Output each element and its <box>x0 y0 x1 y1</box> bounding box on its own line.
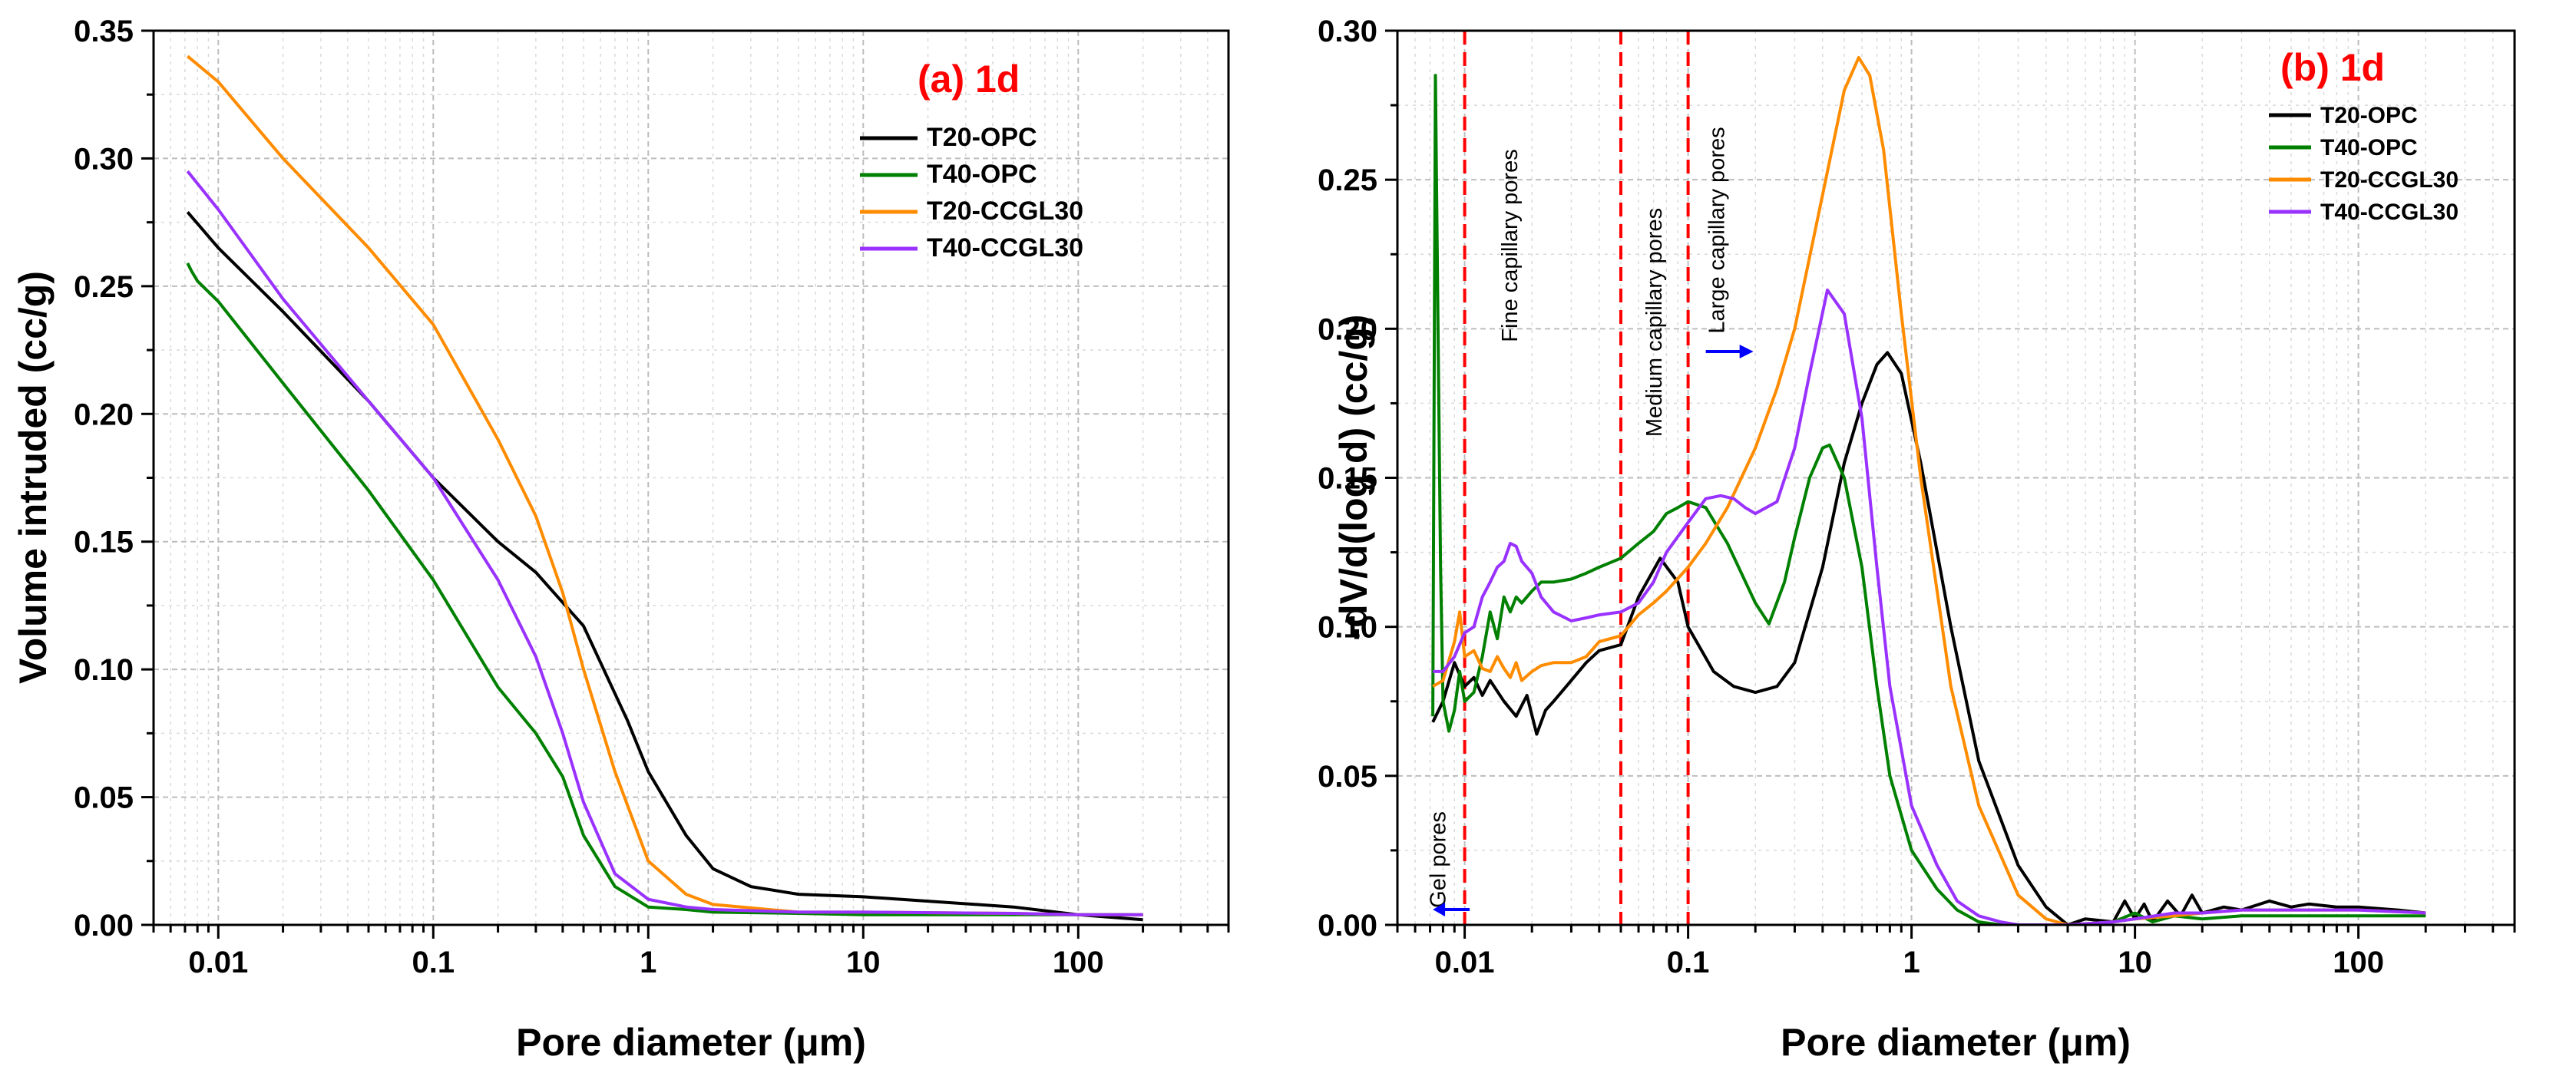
chart-panel-b: 0.00 0.05 0.10 0.15 0.20 0.25 0.30 0.01 0.1 1 10 10… <box>1318 15 2516 1064</box>
region-label: Gel pores <box>1427 811 1451 908</box>
legend-b: T20-OPC T40-OPC T20-CCGL30 T40-CCGL30 <box>2269 103 2459 225</box>
large-pores-arrowhead <box>1739 345 1754 358</box>
x-axis-title-a: Pore diameter (μm) <box>516 1021 866 1064</box>
chart-panel-a: 0.00 0.05 0.10 0.15 0.20 0.25 0.30 0.35 0.01 0.1 1… <box>12 15 1230 1064</box>
series-line-t40-ccgl30 <box>186 170 1143 916</box>
series-a <box>186 54 1143 922</box>
x-tick-label: 0.01 <box>188 946 248 979</box>
ticks-a: 0.00 0.05 0.10 0.15 0.20 0.25 0.30 0.35 0.01 0.1 1… <box>74 15 1230 979</box>
series-line-t20-opc <box>186 210 1143 922</box>
legend-label: T40-OPC <box>927 160 1037 189</box>
y-axis-title-b: -dV/d(log d) (cc/g) <box>1332 315 1375 641</box>
series-line-t40-opc <box>186 262 1143 916</box>
plot-frame-b <box>1396 29 2516 926</box>
region-label: Medium capillary pores <box>1642 208 1667 437</box>
y-tick-label: 0.10 <box>1318 611 1377 645</box>
x-tick-label: 0.1 <box>412 946 455 979</box>
y-tick-label: 0.05 <box>1318 760 1377 794</box>
legend-label: T40-OPC <box>2320 135 2418 160</box>
region-labels-b: Gel pores Fine capillary pores Medium capi… <box>1427 127 1754 916</box>
x-tick-label: 10 <box>2118 946 2152 979</box>
series-line-t40-opc <box>1431 74 2426 925</box>
region-label: Fine capillary pores <box>1498 149 1523 342</box>
legend-label: T20-OPC <box>927 123 1037 152</box>
y-tick-label: 0.30 <box>74 142 134 176</box>
legend-label: T40-CCGL30 <box>2320 200 2459 225</box>
x-tick-label: 100 <box>1053 946 1104 979</box>
x-axis-title-b: Pore diameter (μm) <box>1781 1021 2131 1064</box>
series-b <box>1431 56 2426 925</box>
x-tick-label: 10 <box>846 946 881 979</box>
y-tick-label: 0.00 <box>74 909 134 943</box>
y-tick-label: 0.15 <box>74 526 134 560</box>
series-line-t20-opc <box>1431 351 2426 925</box>
y-axis-title-a: Volume intruded (cc/g) <box>12 271 55 684</box>
legend-label: T20-OPC <box>2320 103 2418 128</box>
y-tick-label: 0.10 <box>74 653 134 687</box>
legend-a: T20-OPC T40-OPC T20-CCGL30 T40-CCGL30 <box>860 123 1083 262</box>
x-tick-label: 1 <box>640 946 656 979</box>
gel-pores-arrowhead <box>1433 903 1446 916</box>
plot-frame-a <box>152 29 1230 926</box>
grid-a <box>153 30 1229 926</box>
region-label: Large capillary pores <box>1705 127 1730 333</box>
series-line-t20-ccgl30 <box>1432 56 2426 925</box>
legend-label: T20-CCGL30 <box>927 196 1083 226</box>
series-line-t40-ccgl30 <box>1433 288 2426 925</box>
y-tick-label: 0.25 <box>74 270 134 304</box>
y-tick-label: 0.35 <box>74 15 134 48</box>
ticks-b: 0.00 0.05 0.10 0.15 0.20 0.25 0.30 0.01 0.1 1 10 10… <box>1318 15 2516 979</box>
panel-label-a: (a) 1d <box>918 58 1020 101</box>
y-tick-label: 0.15 <box>1318 462 1377 496</box>
x-tick-label: 0.01 <box>1435 946 1495 979</box>
y-tick-label: 0.30 <box>1318 15 1377 48</box>
y-tick-label: 0.20 <box>1318 312 1377 346</box>
panel-label-b: (b) 1d <box>2280 46 2385 89</box>
y-tick-label: 0.00 <box>1318 909 1377 943</box>
legend-label: T40-CCGL30 <box>927 233 1083 262</box>
y-tick-label: 0.20 <box>74 398 134 431</box>
x-tick-label: 0.1 <box>1667 946 1710 979</box>
x-tick-label: 1 <box>1903 946 1920 979</box>
legend-label: T20-CCGL30 <box>2320 167 2459 193</box>
x-tick-label: 100 <box>2333 946 2384 979</box>
y-tick-label: 0.25 <box>1318 163 1377 197</box>
y-tick-label: 0.05 <box>74 781 134 815</box>
grid-b <box>1397 30 2515 926</box>
